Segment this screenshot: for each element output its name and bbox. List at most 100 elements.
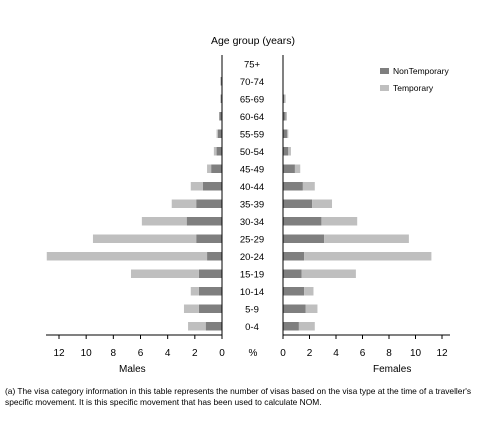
male-bar-nontemporary-10-14 [198, 287, 222, 296]
male-bar-nontemporary-35-39 [196, 199, 222, 208]
female-bar-nontemporary-10-14 [283, 287, 305, 296]
female-bar-temporary-25-29 [324, 234, 409, 243]
female-bar-nontemporary-60-64 [283, 112, 286, 121]
female-bar-temporary-50-54 [288, 147, 291, 156]
female-bar-nontemporary-50-54 [283, 147, 289, 156]
female-tick-label-8: 8 [386, 348, 392, 359]
age-label-50-54: 50-54 [240, 147, 264, 158]
female-bar-nontemporary-45-49 [283, 164, 295, 173]
female-bar-temporary-55-59 [286, 129, 289, 138]
male-bar-temporary-0-4 [188, 322, 206, 331]
males-label: Males [119, 364, 146, 375]
legend-label-nontemporary: NonTemporary [393, 66, 449, 76]
female-bar-nontemporary-20-24 [283, 252, 305, 261]
male-bar-temporary-25-29 [92, 234, 197, 243]
age-label-15-19: 15-19 [240, 269, 264, 280]
age-group-labels: 0-4 5-9 10-14 15-19 20-24 25-29 30-34 35-39 40-4… [240, 59, 264, 333]
male-tick-label-8: 8 [111, 348, 117, 359]
male-bar-temporary-15-19 [130, 269, 199, 278]
age-label-75: 75+ [244, 59, 261, 70]
female-tick-label-2: 2 [307, 348, 313, 359]
age-label-60-64: 60-64 [240, 112, 264, 123]
female-bar-temporary-0-4 [298, 322, 315, 331]
male-bar-temporary-5-9 [183, 304, 199, 313]
male-bar-nontemporary-40-44 [202, 182, 222, 191]
male-bar-nontemporary-0-4 [205, 322, 222, 331]
age-label-65-69: 65-69 [240, 94, 264, 105]
female-bar-nontemporary-5-9 [283, 304, 306, 313]
male-bar-nontemporary-20-24 [207, 252, 222, 261]
male-bar-nontemporary-70-74 [220, 77, 222, 86]
legend-label-temporary: Temporary [393, 83, 434, 93]
center-axis-label: % [249, 348, 258, 359]
male-bar-nontemporary-25-29 [196, 234, 222, 243]
male-bar-nontemporary-5-9 [198, 304, 222, 313]
female-bar-temporary-5-9 [305, 304, 318, 313]
male-bars [46, 77, 222, 331]
age-label-45-49: 45-49 [240, 164, 264, 175]
age-label-40-44: 40-44 [240, 182, 264, 193]
female-tick-label-6: 6 [360, 348, 366, 359]
age-label-10-14: 10-14 [240, 287, 264, 298]
male-tick-label-0: 0 [219, 348, 225, 359]
female-bar-temporary-30-34 [321, 217, 358, 226]
female-bar-temporary-60-64 [285, 112, 287, 121]
age-label-35-39: 35-39 [240, 199, 264, 210]
female-bar-nontemporary-55-59 [283, 129, 287, 138]
female-bar-nontemporary-35-39 [283, 199, 313, 208]
female-bar-nontemporary-25-29 [283, 234, 325, 243]
female-bar-nontemporary-65-69 [283, 94, 285, 103]
chart-title: Age group (years) [211, 35, 295, 47]
male-tick-label-12: 12 [53, 348, 65, 359]
age-label-5-9: 5-9 [245, 304, 259, 315]
male-bar-temporary-10-14 [190, 287, 199, 296]
female-tick-label-4: 4 [333, 348, 339, 359]
male-bar-temporary-45-49 [207, 164, 212, 173]
age-label-55-59: 55-59 [240, 129, 264, 140]
female-bar-temporary-45-49 [294, 164, 301, 173]
male-bar-temporary-35-39 [171, 199, 197, 208]
female-bar-temporary-20-24 [304, 252, 432, 261]
male-tick-label-4: 4 [165, 348, 171, 359]
legend: NonTemporary Temporary [380, 66, 449, 93]
female-tick-label-0: 0 [280, 348, 286, 359]
male-bar-nontemporary-55-59 [217, 129, 222, 138]
male-tick-label-10: 10 [81, 348, 93, 359]
age-label-20-24: 20-24 [240, 252, 264, 263]
male-tick-label-2: 2 [192, 348, 198, 359]
male-bar-temporary-40-44 [190, 182, 203, 191]
female-bar-nontemporary-15-19 [283, 269, 302, 278]
female-tick-label-10: 10 [410, 348, 422, 359]
male-bar-nontemporary-50-54 [216, 147, 222, 156]
female-bar-nontemporary-0-4 [283, 322, 299, 331]
legend-swatch-nontemporary [380, 68, 389, 74]
male-bar-temporary-30-34 [141, 217, 187, 226]
female-bar-temporary-15-19 [301, 269, 356, 278]
male-bar-nontemporary-15-19 [198, 269, 222, 278]
male-bar-nontemporary-45-49 [211, 164, 222, 173]
age-label-0-4: 0-4 [245, 322, 259, 333]
male-x-ticks: 0 2 4 6 8 10 12 [53, 335, 225, 359]
age-label-30-34: 30-34 [240, 217, 264, 228]
female-bars [283, 94, 432, 331]
footnote: (a) The visa category information in thi… [5, 386, 472, 408]
female-bar-temporary-35-39 [312, 199, 333, 208]
male-bar-nontemporary-60-64 [219, 112, 222, 121]
female-x-ticks: 0 2 4 6 8 10 12 [280, 335, 448, 359]
male-tick-label-6: 6 [138, 348, 144, 359]
male-bar-nontemporary-30-34 [186, 217, 222, 226]
female-bar-nontemporary-40-44 [283, 182, 303, 191]
male-bar-nontemporary-65-69 [220, 94, 222, 103]
male-bar-temporary-20-24 [46, 252, 208, 261]
female-bar-temporary-40-44 [302, 182, 315, 191]
population-pyramid-chart: Age group (years) 0-4 5-9 10-14 15-19 20-24 2… [46, 35, 450, 375]
female-bar-nontemporary-30-34 [283, 217, 322, 226]
females-label: Females [373, 364, 411, 375]
age-label-25-29: 25-29 [240, 234, 264, 245]
male-bar-temporary-50-54 [213, 147, 217, 156]
legend-swatch-temporary [380, 85, 389, 91]
female-tick-label-12: 12 [436, 348, 448, 359]
female-bar-temporary-65-69 [284, 94, 286, 103]
male-bar-temporary-55-59 [216, 129, 218, 138]
female-bar-temporary-10-14 [304, 287, 314, 296]
